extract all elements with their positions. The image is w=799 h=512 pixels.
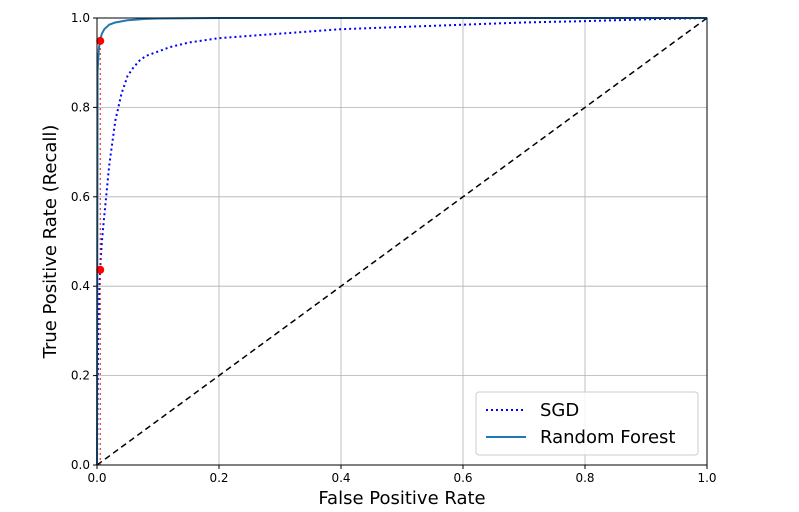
axis-ticks: 0.0 0.2 0.4 0.6 0.8 1.0 0.0 0.2 0.4 0.6 0.8 1.0 (71, 11, 717, 485)
y-axis-label: True Positive Rate (Recall) (40, 125, 61, 360)
y-tick-label: 0.6 (71, 190, 90, 204)
x-tick-label: 0.4 (331, 471, 350, 485)
y-tick-label: 0.4 (71, 279, 90, 293)
legend-box (475, 391, 699, 456)
x-tick-label: 1.0 (697, 471, 716, 485)
legend: SGD Random Forest (475, 391, 699, 456)
threshold-point (96, 265, 105, 274)
legend-label-random-forest: Random Forest (540, 427, 675, 448)
diagonal-reference-line (96, 17, 708, 466)
y-tick-label: 0.8 (71, 100, 90, 114)
y-tick-label: 0.2 (71, 369, 90, 383)
legend-label-sgd: SGD (540, 400, 579, 421)
x-tick-label: 0.0 (87, 471, 106, 485)
y-tick-label: 0.0 (71, 458, 90, 472)
series-line-sgd (96, 17, 708, 466)
threshold-point (96, 36, 105, 45)
x-axis-label: False Positive Rate (318, 488, 485, 509)
x-tick-label: 0.6 (453, 471, 472, 485)
x-tick-label: 0.2 (209, 471, 228, 485)
plot-frame (96, 17, 708, 466)
y-tick-label: 1.0 (71, 11, 90, 25)
x-tick-label: 0.8 (575, 471, 594, 485)
